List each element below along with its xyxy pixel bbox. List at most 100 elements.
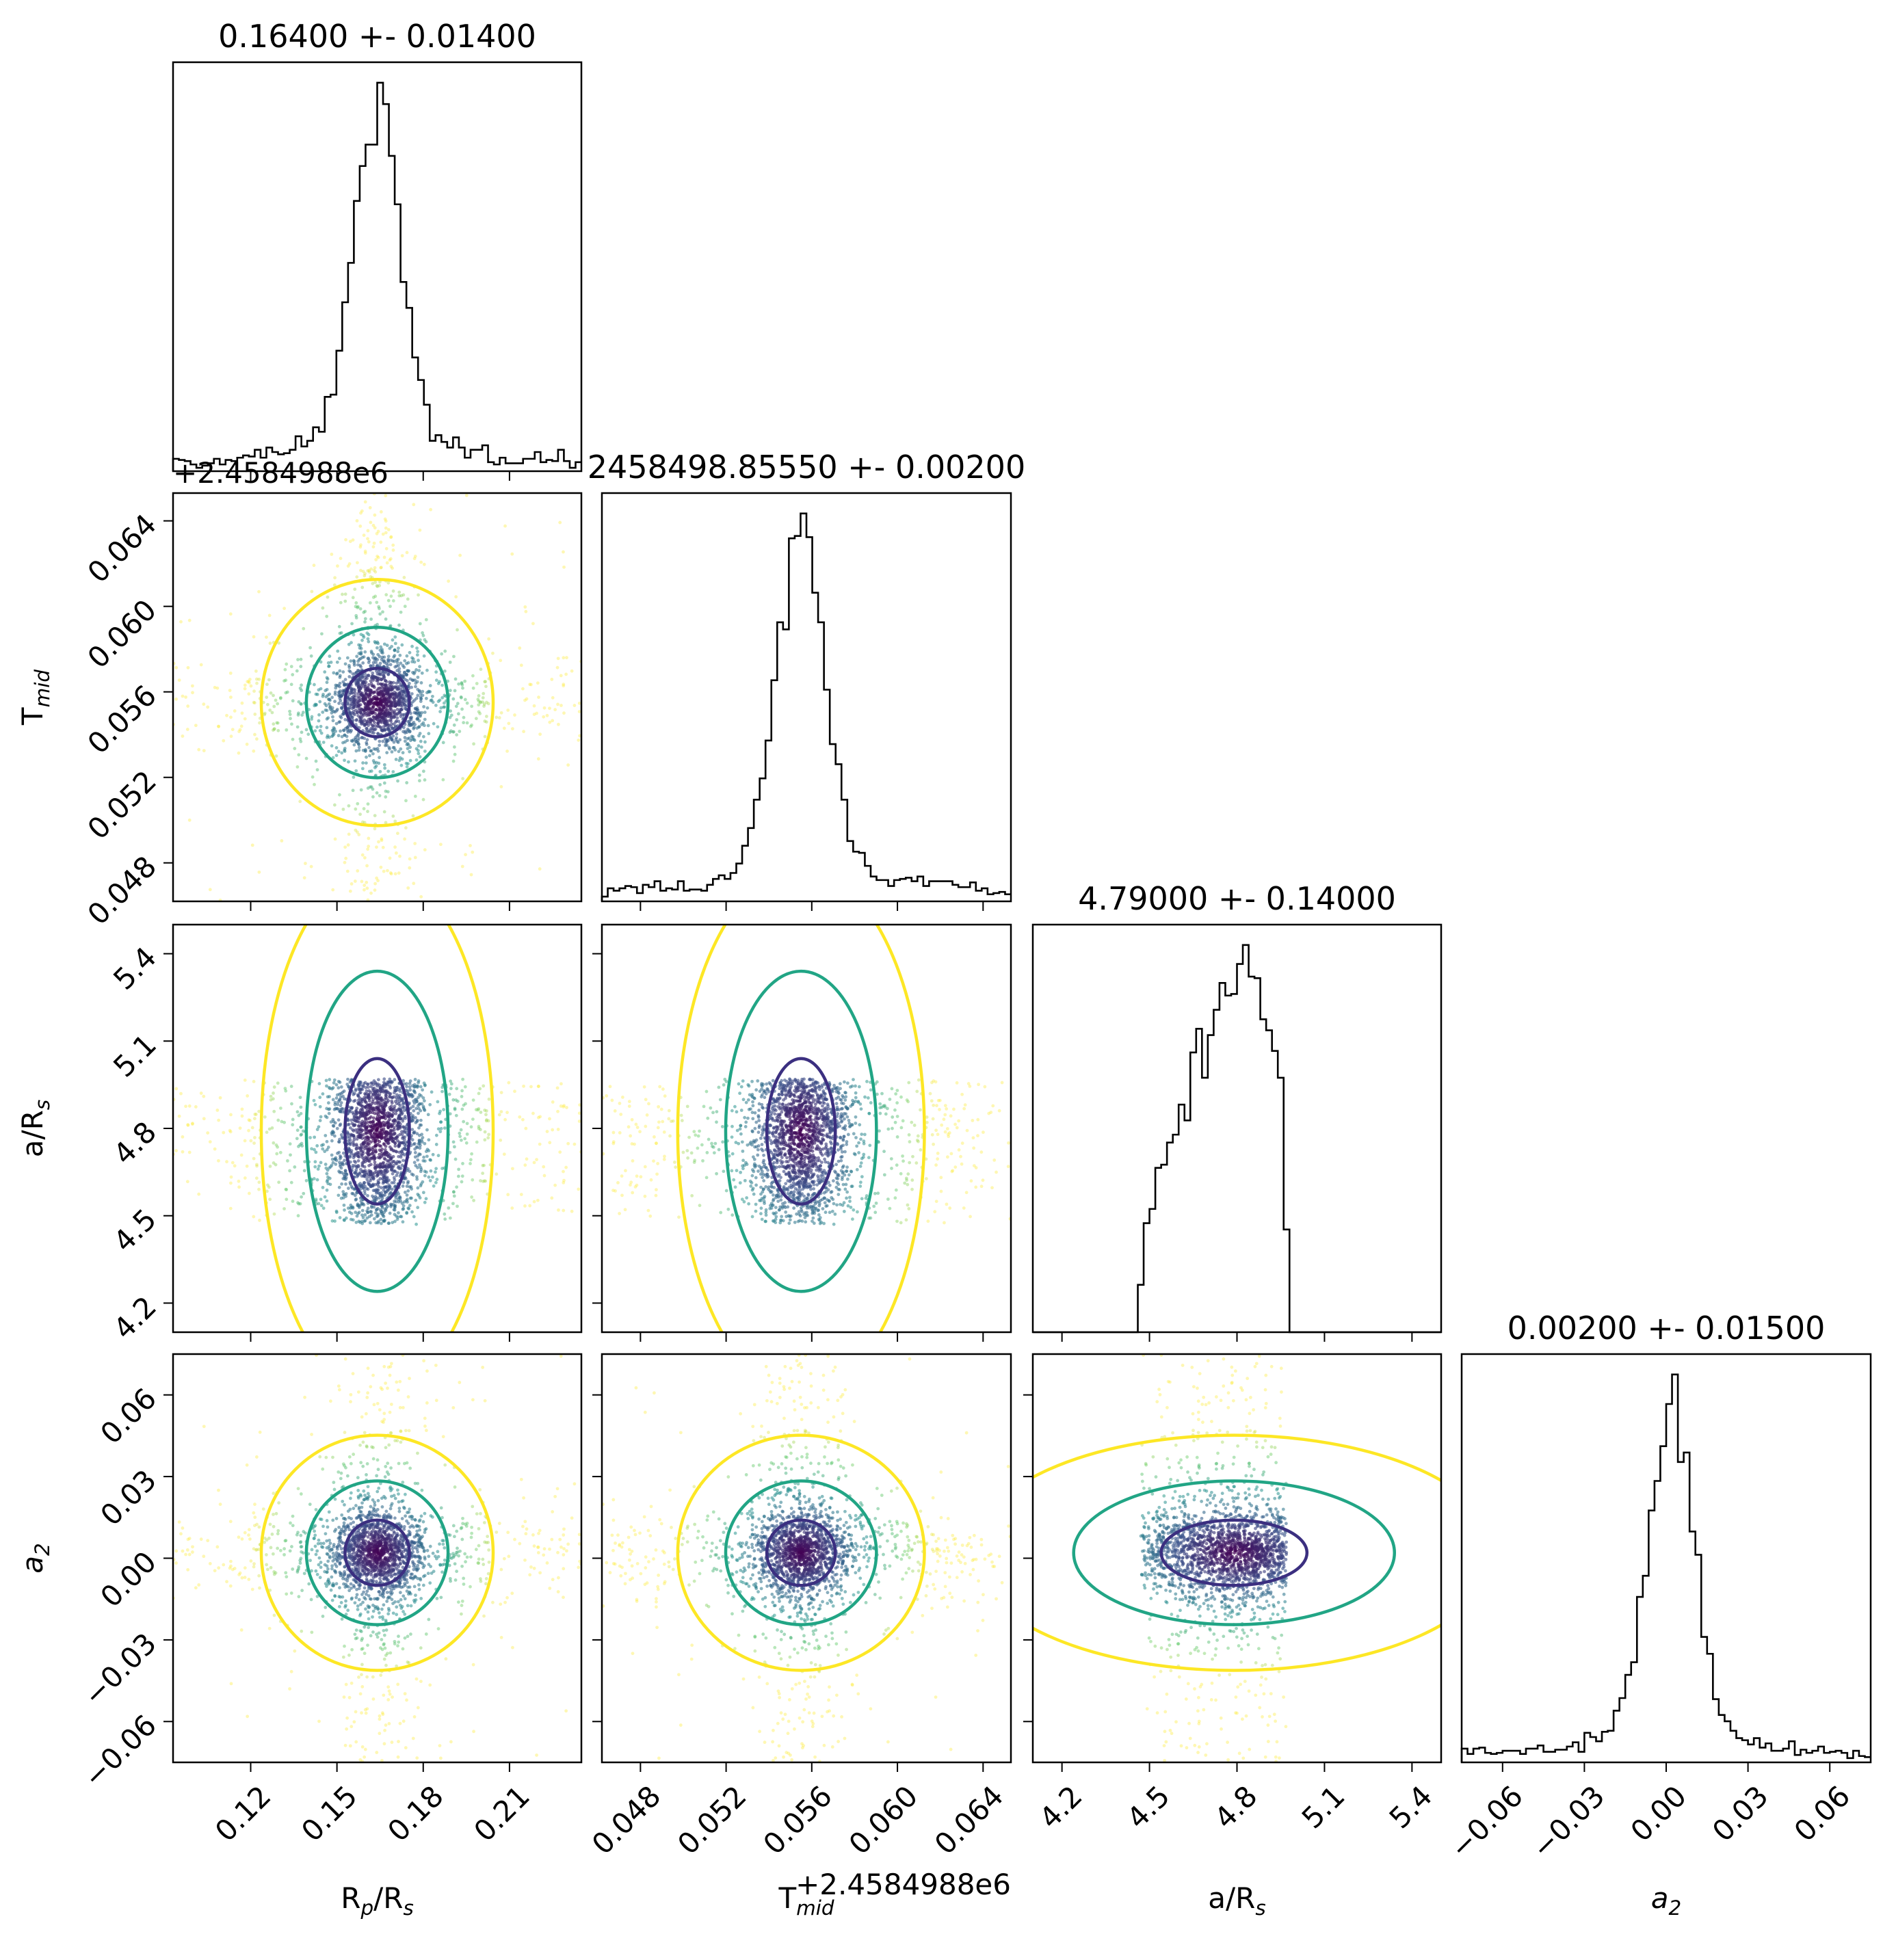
sample-point [451,1190,456,1194]
sample-point [357,745,361,750]
sample-point [365,741,369,745]
sample-point [384,714,388,717]
sample-point [393,654,397,658]
sample-point [618,1102,622,1105]
sample-point [247,1128,250,1133]
sample-point [361,761,365,765]
sample-point [295,1128,300,1133]
sample-point [335,660,339,664]
sample-point [246,680,250,684]
sample-point [202,749,206,753]
sample-point [464,1141,469,1145]
sample-point [391,1129,395,1133]
sample-point [874,1201,878,1205]
sample-point [283,1087,287,1091]
sample-point [481,1163,485,1167]
sample-point [903,1181,907,1185]
sample-point [398,653,402,657]
sample-point [358,524,363,528]
sample-point [334,1156,338,1160]
sample-point [503,1117,507,1122]
sample-point [730,1152,735,1156]
sample-point [350,739,354,743]
sample-point [525,1157,529,1161]
sample-point [330,706,334,710]
sample-point [371,726,375,730]
sample-point [377,605,381,609]
sample-point [419,895,423,899]
sample-point [382,661,386,664]
sample-point [339,716,343,719]
sample-point [532,1200,536,1204]
sample-point [320,632,324,636]
sample-point [448,1216,452,1220]
sample-point [371,545,376,549]
sample-point [780,1215,784,1219]
sample-point [357,708,361,712]
sample-point [358,545,363,549]
sample-point [572,1142,577,1146]
sample-point [412,503,416,507]
sample-point [326,1101,330,1105]
sample-point [376,622,379,626]
sample-point [315,768,319,772]
sample-point [339,631,343,635]
sample-point [472,742,475,746]
sample-point [327,664,331,668]
sample-point [373,888,377,892]
sample-point [369,1140,373,1144]
sample-point [365,726,369,730]
sample-point [479,1111,483,1114]
sample-point [299,665,303,668]
sample-point [486,1119,490,1123]
sample-point [376,658,380,661]
sample-point [339,729,342,733]
sample-point [417,593,420,597]
sample-point [289,683,293,687]
sample-point [347,1109,351,1113]
sample-point [369,664,373,668]
sample-point [395,732,399,736]
sample-point [816,1208,820,1213]
sample-point [367,639,371,644]
sample-point [364,693,367,696]
sample-point [899,1171,903,1176]
sample-point [396,779,399,783]
sample-point [333,692,337,696]
sample-point [399,661,403,665]
sample-point [441,778,445,782]
sample-point [267,1185,271,1189]
sample-point [202,702,206,706]
sample-point [356,869,360,873]
sample-point [186,1123,190,1127]
sample-point [331,719,335,723]
sample-point [411,670,414,674]
sample-point [369,785,373,789]
sample-point [401,593,406,597]
sample-point [367,1092,371,1096]
sample-point [392,740,396,744]
sample-point [383,1135,387,1139]
sample-point [385,751,389,755]
sample-point [265,683,269,687]
sample-point [357,1080,361,1084]
sample-point [774,1135,778,1139]
sample-point [391,599,395,602]
sample-point [419,1118,423,1122]
sample-point [396,1165,400,1169]
sample-point [428,1102,432,1107]
sample-point [349,1206,352,1210]
sample-point [380,838,384,843]
sample-point [383,1085,387,1089]
sample-point [960,1162,964,1166]
sample-point [316,1167,320,1171]
sample-point [382,1178,386,1182]
sample-point [412,1161,417,1165]
sample-point [398,1196,402,1200]
sample-point [551,1128,555,1132]
sample-point [381,610,384,614]
sample-point [419,1085,423,1089]
sample-point [505,1111,509,1115]
sample-point [412,557,417,561]
sample-point [439,706,443,710]
